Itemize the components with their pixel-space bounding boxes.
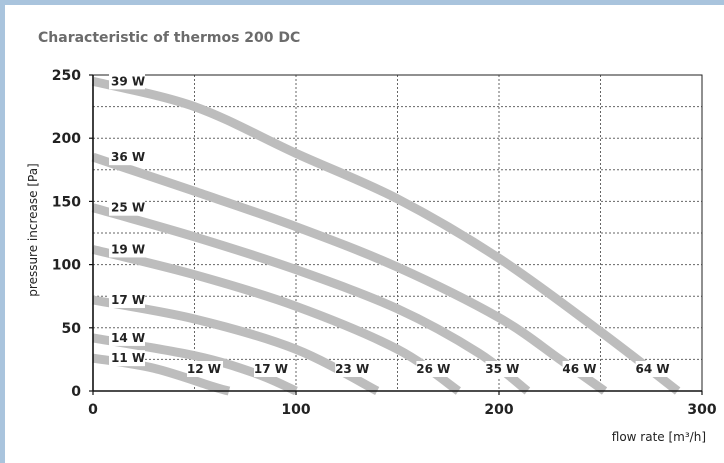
x-tick-label: 200 <box>484 402 513 418</box>
x-tick-label: 100 <box>281 402 310 418</box>
y-tick-label: 150 <box>52 194 81 210</box>
end-label: 64 W <box>636 362 670 376</box>
end-label: 46 W <box>562 362 596 376</box>
start-label: 11 W <box>111 351 145 365</box>
chart-title: Characteristic of thermos 200 DC <box>38 30 301 46</box>
curve-25w <box>91 203 531 395</box>
start-label: 19 W <box>111 242 145 256</box>
start-label: 17 W <box>111 293 145 307</box>
end-label-bg <box>335 361 372 377</box>
y-tick-label: 50 <box>62 321 82 337</box>
end-label: 12 W <box>187 362 221 376</box>
x-tick-label: 300 <box>687 402 716 418</box>
end-label: 26 W <box>416 362 450 376</box>
end-label: 23 W <box>335 362 369 376</box>
end-label: 17 W <box>254 362 288 376</box>
end-label-bg <box>254 361 290 377</box>
start-label: 25 W <box>111 201 145 215</box>
end-label: 35 W <box>485 362 519 376</box>
y-tick-label: 0 <box>71 384 81 400</box>
start-label: 14 W <box>111 331 145 345</box>
x-tick-label: 0 <box>88 402 98 418</box>
start-label-bg <box>109 291 145 308</box>
start-label-bg <box>109 149 145 166</box>
axes: 0 100 200 300 0 50 100 150 200 250 <box>52 68 717 418</box>
labels: 39 W 64 W 36 W 46 W 25 W 35 W 19 W 26 W 17 W 23 W… <box>109 73 672 377</box>
start-label-bg <box>109 241 145 258</box>
y-tick-label: 100 <box>52 258 81 274</box>
y-axis-label: pressure increase [Pa] <box>26 163 40 296</box>
end-label-bg <box>485 361 522 377</box>
y-tick-label: 250 <box>52 68 81 84</box>
curves <box>91 76 681 396</box>
start-label: 36 W <box>111 150 145 164</box>
start-label-bg <box>109 199 145 216</box>
curve-36w <box>91 152 608 395</box>
x-axis-label: flow rate [m³/h] <box>612 430 706 444</box>
end-label-bg <box>562 361 599 377</box>
start-label-bg <box>109 329 145 346</box>
end-label-bg <box>416 361 453 377</box>
curve-39w <box>91 76 681 395</box>
y-tick-label: 200 <box>52 131 81 147</box>
start-label-bg <box>109 73 145 90</box>
end-label-bg <box>635 361 672 377</box>
start-label: 39 W <box>111 74 145 88</box>
start-label-bg <box>109 350 145 367</box>
end-label-bg <box>187 361 224 377</box>
curve-19w <box>91 245 462 395</box>
